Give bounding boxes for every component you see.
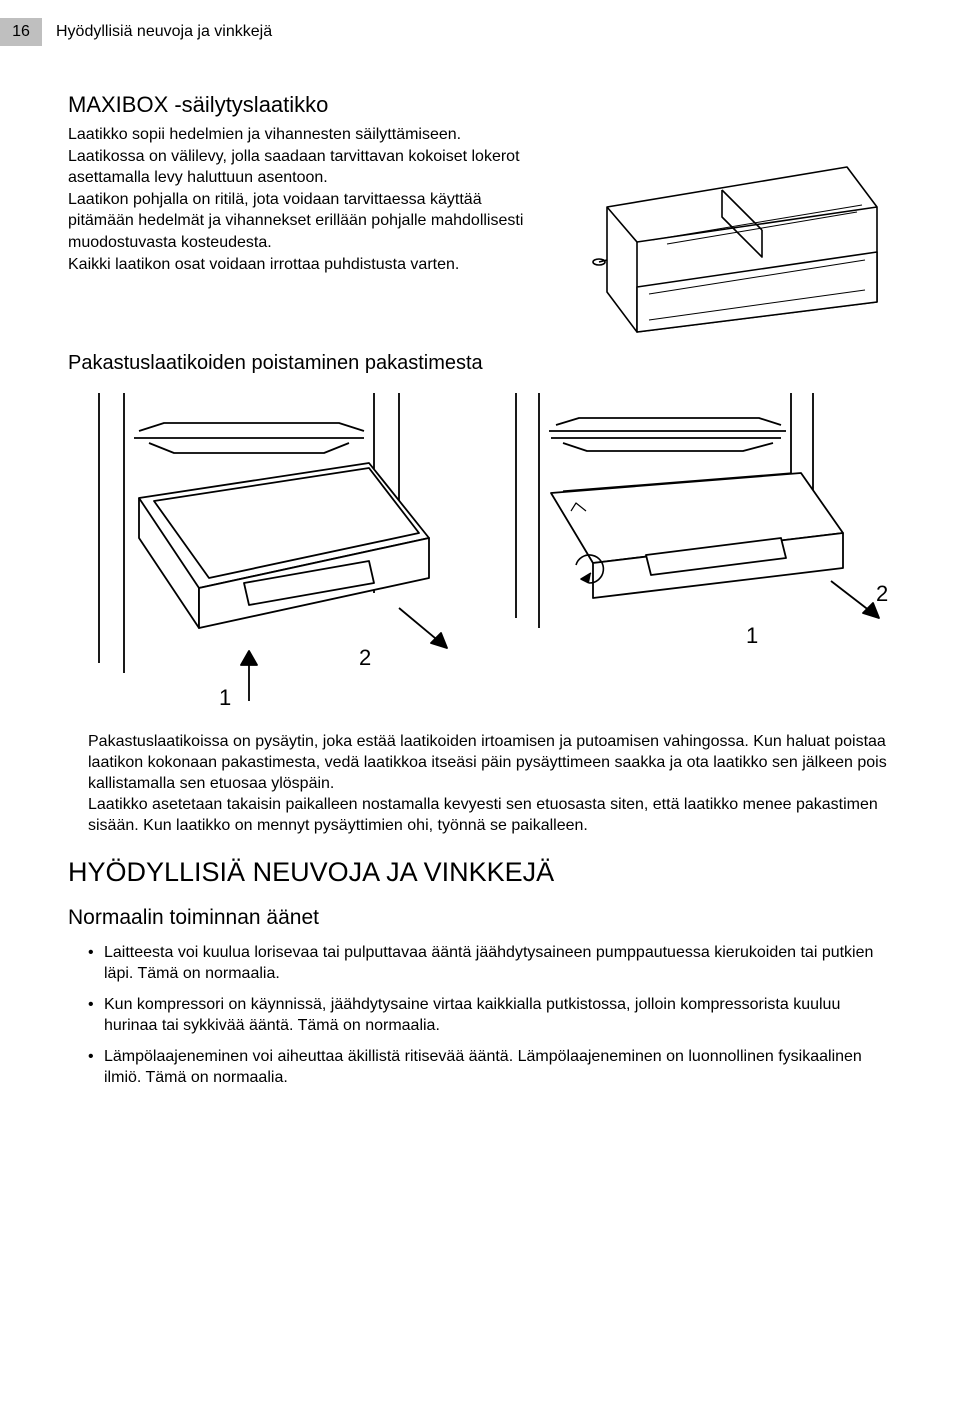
label-2-left: 2 — [359, 645, 371, 670]
bullet-item: Laitteesta voi kuulua lorisevaa tai pulp… — [88, 942, 892, 984]
page-content: MAXIBOX -säilytyslaatikko Laatikko sopii… — [0, 92, 960, 1088]
section2-images: 2 1 — [68, 383, 892, 713]
section3-title: HYÖDYLLISIÄ NEUVOJA JA VINKKEJÄ — [68, 857, 892, 888]
drawer-remove-img2: 2 1 — [490, 383, 892, 713]
drawer-remove-img1: 2 1 — [68, 383, 470, 713]
label-1-left: 1 — [219, 685, 231, 710]
section2-paragraph: Pakastuslaatikoissa on pysäytin, joka es… — [88, 731, 892, 837]
section2-title: Pakastuslaatikoiden poistaminen pakastim… — [68, 352, 892, 375]
section1-title: MAXIBOX -säilytyslaatikko — [68, 92, 892, 118]
section1-image — [562, 124, 892, 342]
label-2-right: 2 — [876, 581, 888, 606]
bullet-item: Kun kompressori on käynnissä, jäähdytysa… — [88, 994, 892, 1036]
page-header: 16 Hyödyllisiä neuvoja ja vinkkejä — [0, 0, 960, 64]
maxibox-diagram — [567, 132, 887, 342]
header-title: Hyödyllisiä neuvoja ja vinkkejä — [56, 23, 272, 41]
label-1-right: 1 — [746, 623, 758, 648]
page-number-box: 16 — [0, 18, 42, 46]
bullet-item: Lämpölaajeneminen voi aiheuttaa äkillist… — [88, 1046, 892, 1088]
bullet-list: Laitteesta voi kuulua lorisevaa tai pulp… — [68, 942, 892, 1089]
section3-subtitle: Normaalin toiminnan äänet — [68, 906, 892, 930]
page-number: 16 — [12, 23, 30, 41]
section1-row: Laatikko sopii hedelmien ja vihannesten … — [68, 124, 892, 342]
section1-text: Laatikko sopii hedelmien ja vihannesten … — [68, 124, 532, 342]
